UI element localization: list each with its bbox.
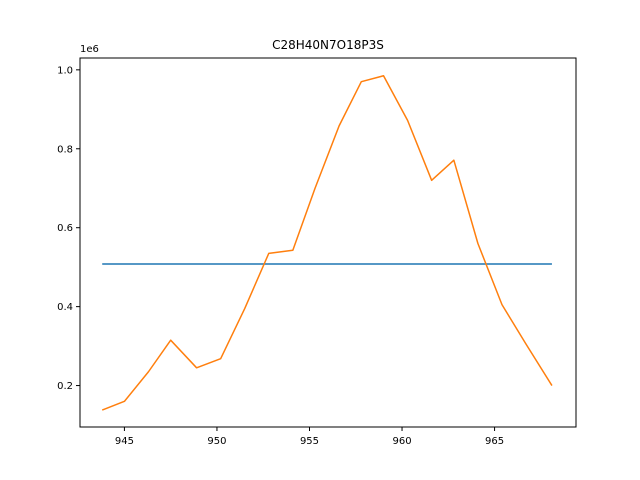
y-tick-label: 0.2 [57, 381, 73, 392]
chart-title: C28H40N7O18P3S [272, 38, 384, 52]
x-tick-label: 965 [485, 436, 504, 447]
series-layer [101, 75, 553, 411]
series-line-2 [101, 75, 553, 411]
x-tick-label: 945 [115, 436, 134, 447]
x-tick-label: 950 [207, 436, 226, 447]
y-tick-label: 0.4 [57, 302, 73, 313]
plot-frame [79, 57, 577, 428]
x-tick-label: 955 [300, 436, 319, 447]
y-tick-label: 0.8 [57, 144, 73, 155]
y-axis-offset-label: 1e6 [80, 44, 99, 55]
y-tick-label: 0.6 [57, 223, 73, 234]
x-tick-label: 960 [392, 436, 411, 447]
y-tick-label: 1.0 [57, 65, 73, 76]
axes-layer: 945 950 955 960 965 0.2 0.4 0.6 0.8 1.0 [57, 65, 504, 447]
